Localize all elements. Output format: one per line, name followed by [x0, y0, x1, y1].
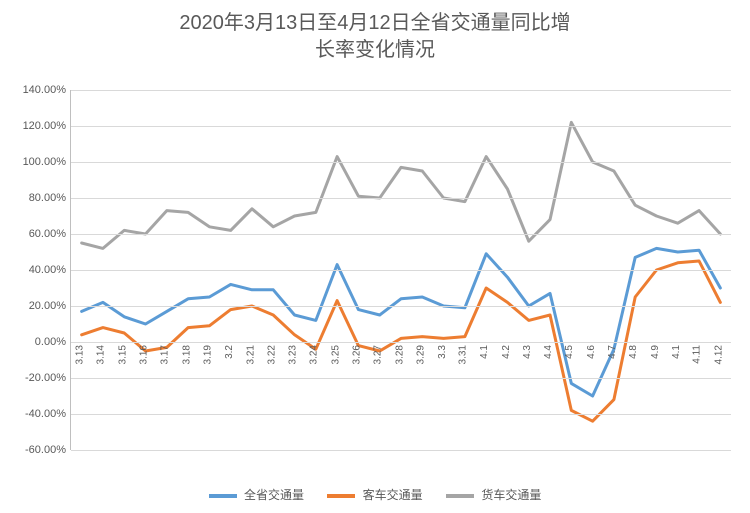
- x-axis-label: 4.4: [543, 345, 554, 359]
- x-axis-label: 3.16: [139, 345, 150, 364]
- x-axis-label: 3.28: [394, 345, 405, 364]
- chart-title-line1: 2020年3月13日至4月12日全省交通量同比增: [179, 12, 570, 34]
- x-axis-label: 3.21: [245, 345, 256, 364]
- x-axis-label: 4.6: [586, 345, 597, 359]
- x-axis-label: 3.2: [224, 345, 235, 359]
- y-axis-label: 0.00%: [6, 336, 66, 348]
- x-axis-label: 3.31: [458, 345, 469, 364]
- x-axis-label: 3.27: [373, 345, 384, 364]
- gridline: [71, 162, 731, 163]
- gridline: [71, 90, 731, 91]
- legend: 全省交通量 客车交通量 货车交通量: [0, 486, 750, 503]
- gridline: [71, 270, 731, 271]
- x-axis-label: 4.2: [500, 345, 511, 359]
- y-axis-label: 80.00%: [6, 192, 66, 204]
- y-axis-label: -60.00%: [6, 444, 66, 456]
- x-axis-label: 3.25: [330, 345, 341, 364]
- x-axis-label: 3.17: [160, 345, 171, 364]
- gridline: [71, 126, 731, 127]
- y-axis-label: 140.00%: [6, 84, 66, 96]
- legend-item-1: 客车交通量: [327, 486, 422, 503]
- y-axis-label: -20.00%: [6, 372, 66, 384]
- legend-swatch-2: [446, 494, 474, 498]
- chart-title-line2: 长率变化情况: [315, 39, 435, 61]
- x-axis-label: 4.8: [628, 345, 639, 359]
- x-axis-label: 3.26: [351, 345, 362, 364]
- gridline: [71, 342, 731, 343]
- legend-label-2: 货车交通量: [481, 488, 541, 502]
- x-axis-label: 4.1: [671, 345, 682, 359]
- legend-item-2: 货车交通量: [446, 486, 541, 503]
- x-axis-label: 3.24: [309, 345, 320, 364]
- x-axis-label: 3.13: [75, 345, 86, 364]
- gridline: [71, 306, 731, 307]
- gridline: [71, 198, 731, 199]
- x-axis-label: 4.1: [479, 345, 490, 359]
- x-axis-label: 3.23: [288, 345, 299, 364]
- x-axis-label: 3.18: [181, 345, 192, 364]
- y-axis-label: -40.00%: [6, 408, 66, 420]
- x-axis-label: 3.14: [96, 345, 107, 364]
- legend-label-0: 全省交通量: [244, 488, 304, 502]
- x-axis-label: 4.9: [649, 345, 660, 359]
- x-axis-label: 3.29: [415, 345, 426, 364]
- x-axis-label: 4.5: [564, 345, 575, 359]
- x-axis-label: 3.19: [202, 345, 213, 364]
- x-axis-label: 4.3: [522, 345, 533, 359]
- y-axis-label: 120.00%: [6, 120, 66, 132]
- x-axis-label: 4.12: [713, 345, 724, 364]
- plot-area: 3.13 3.14 3.15 3.16 3.17 3.18 3.19 3.2 3.21 3.22 3…: [70, 90, 731, 450]
- y-axis-label: 100.00%: [6, 156, 66, 168]
- legend-label-1: 客车交通量: [363, 488, 423, 502]
- legend-swatch-1: [327, 494, 355, 498]
- legend-swatch-0: [209, 494, 237, 498]
- x-axis-label: 3.3: [437, 345, 448, 359]
- x-axis-label: 3.15: [117, 345, 128, 364]
- y-axis-label: 40.00%: [6, 264, 66, 276]
- gridline: [71, 378, 731, 379]
- y-axis-label: 60.00%: [6, 228, 66, 240]
- x-axis-label: 4.11: [692, 345, 703, 364]
- x-axis-label: 3.22: [266, 345, 277, 364]
- chart-container: 2020年3月13日至4月12日全省交通量同比增 长率变化情况 3.13 3.14…: [0, 0, 750, 513]
- gridline: [71, 234, 731, 235]
- chart-title: 2020年3月13日至4月12日全省交通量同比增 长率变化情况: [0, 10, 750, 64]
- gridline: [71, 414, 731, 415]
- y-axis-label: 20.00%: [6, 300, 66, 312]
- gridline: [71, 450, 731, 451]
- x-axis-label: 4.7: [607, 345, 618, 359]
- legend-item-0: 全省交通量: [209, 486, 304, 503]
